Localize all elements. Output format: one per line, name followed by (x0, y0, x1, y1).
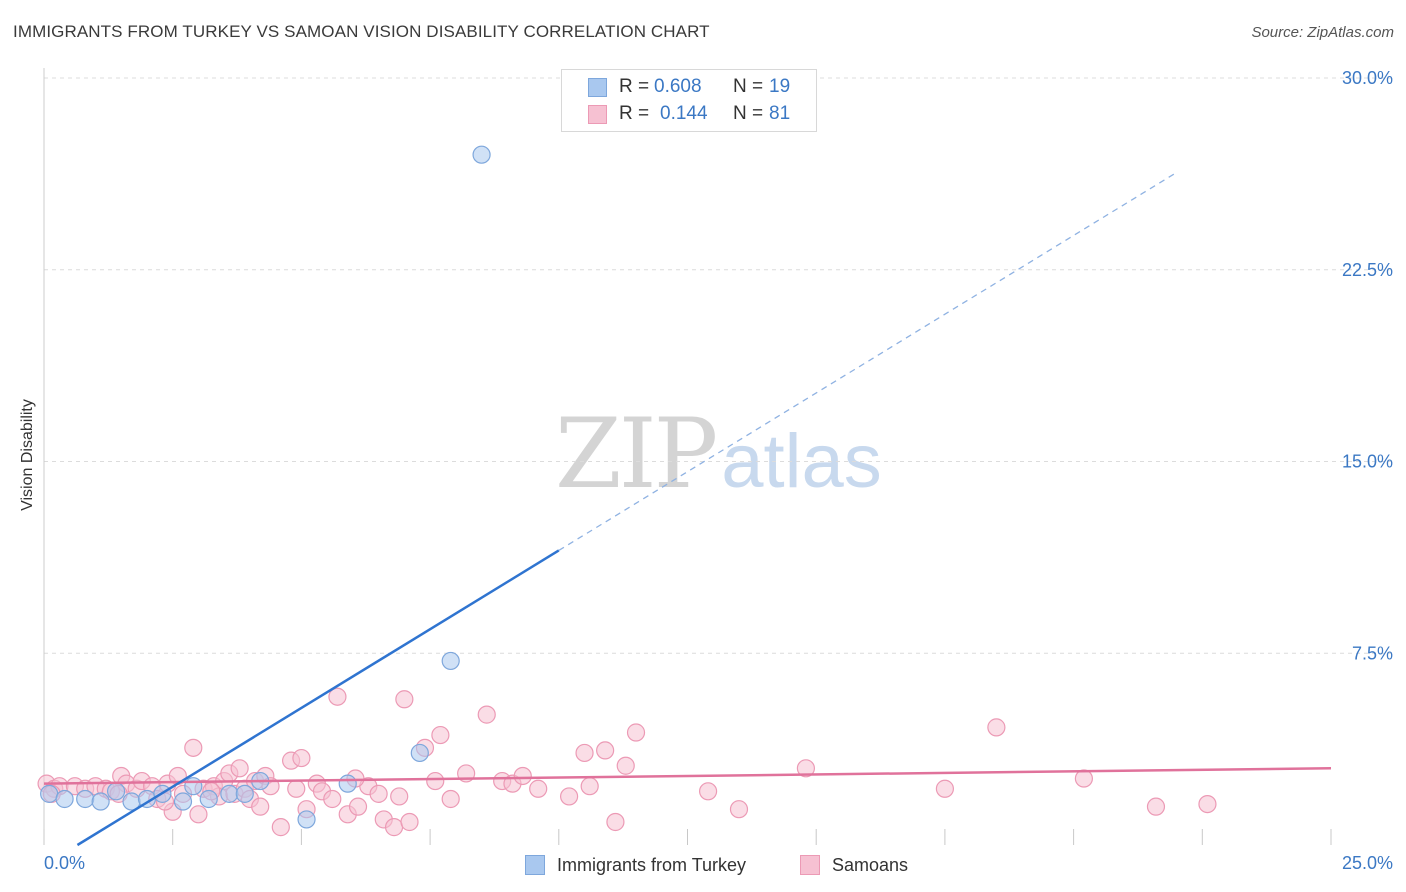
samoan-point (230, 759, 249, 778)
samoan-point (626, 723, 646, 742)
legend-r-value: 0.608 (654, 76, 702, 97)
samoan-point (426, 771, 445, 791)
x-tick-label: 25.0% (1342, 853, 1393, 873)
samoan-point (348, 797, 368, 816)
samoan-point (251, 797, 270, 816)
legend-n-label: N = (733, 103, 764, 124)
samoan-point (575, 743, 594, 763)
samoan-point (189, 805, 208, 824)
chart-title: IMMIGRANTS FROM TURKEY VS SAMOAN VISION … (13, 22, 710, 41)
legend-label-turkey: Immigrants from Turkey (557, 854, 747, 875)
turkey-point (91, 792, 110, 811)
turkey-trend-line (76, 549, 560, 847)
samoan-point (513, 766, 532, 786)
samoan-point (729, 800, 749, 819)
watermark-zip: ZIP (555, 398, 718, 510)
samoan-point (596, 741, 615, 760)
samoan-point (606, 812, 625, 832)
samoan-point (384, 818, 404, 837)
samoan-point (1074, 769, 1093, 788)
samoan-point (529, 779, 548, 798)
legend-n-value: 19 (769, 76, 791, 97)
samoan-point (477, 705, 496, 724)
turkey-point (173, 792, 193, 811)
y-tick-label: 7.5% (1352, 643, 1393, 663)
turkey-point (338, 774, 357, 793)
legend-item-samoans[interactable]: Samoans (800, 852, 908, 878)
samoan-point (796, 759, 816, 778)
samoan-point (400, 812, 419, 832)
samoan-point (287, 779, 306, 798)
legend-r-label: R = (619, 103, 650, 124)
turkey-point (220, 784, 239, 803)
turkey-point (235, 784, 254, 803)
turkey-point (55, 789, 74, 809)
legend-swatch-turkey (588, 77, 607, 97)
samoan-point (987, 718, 1006, 737)
turkey-point (106, 782, 126, 801)
legend-n-value: 81 (769, 103, 791, 124)
samoan-point (698, 782, 718, 801)
samoan-point (323, 789, 342, 809)
turkey-point (441, 651, 460, 671)
samoan-point (271, 818, 290, 837)
x-tick-label: 0.0% (44, 853, 85, 873)
source-label: Source: ZipAtlas.com (1251, 24, 1394, 41)
turkey-point (199, 789, 218, 809)
samoan-point (1146, 797, 1166, 816)
legend-r-label: R = (619, 76, 650, 97)
legend-item-turkey[interactable]: Immigrants from Turkey (525, 852, 746, 878)
turkey-trend-extension (558, 171, 1177, 552)
legend-label-samoans: Samoans (832, 854, 909, 875)
samoan-trend-line (43, 767, 1332, 785)
samoan-point (328, 687, 347, 706)
turkey-point (410, 743, 429, 763)
legend-swatch-turkey (525, 855, 545, 875)
legend-swatch-samoans (588, 104, 607, 124)
samoan-point (292, 748, 311, 768)
legend-r-value: 0.144 (660, 103, 708, 124)
samoan-point (441, 789, 460, 809)
samoan-point (390, 787, 409, 806)
turkey-point (76, 789, 95, 809)
samoan-point (369, 784, 388, 803)
turkey-point (472, 145, 491, 164)
samoan-point (559, 787, 579, 806)
samoan-point (184, 738, 203, 757)
samoan-point (431, 725, 450, 745)
y-tick-label: 22.5% (1342, 260, 1393, 280)
correlation-legend: R = 0.608 N = 19 R = 0.144 N = 81 (561, 69, 817, 132)
samoan-point (395, 690, 414, 709)
turkey-point (184, 777, 203, 796)
samoan-point (1198, 794, 1217, 814)
samoan-point (580, 777, 599, 796)
y-tick-label: 15.0% (1342, 452, 1393, 472)
turkey-point (40, 784, 59, 803)
legend-swatch-samoans (800, 855, 820, 875)
samoan-point (616, 756, 635, 775)
turkey-point (297, 810, 316, 829)
samoan-point (935, 779, 955, 798)
y-tick-label: 30.0% (1342, 68, 1393, 88)
legend-n-label: N = (733, 76, 764, 97)
